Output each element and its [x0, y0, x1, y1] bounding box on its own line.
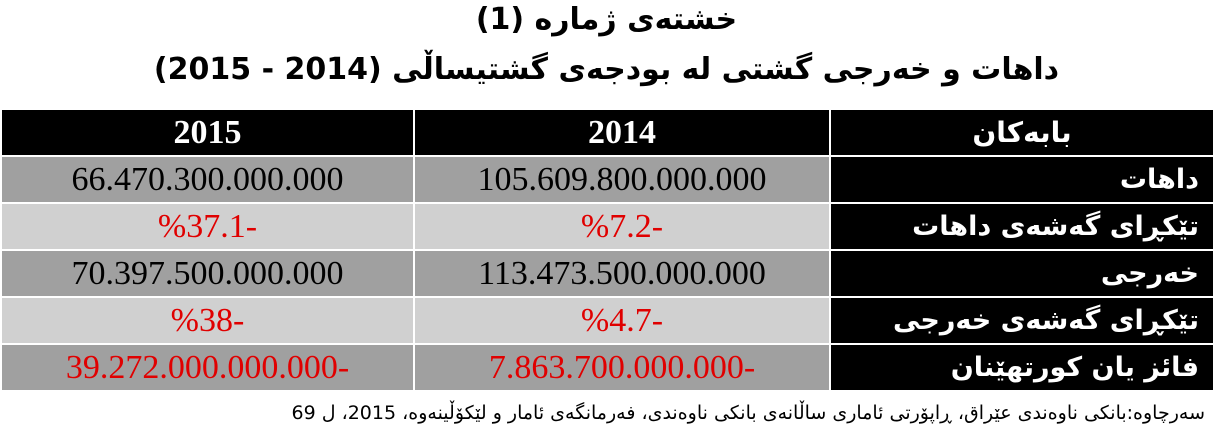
table-title: خشتەی ژمارە (1) [475, 2, 738, 37]
row-label: خەرجی [829, 249, 1213, 298]
table-row: 39.272.000.000.000- 7.863.700.000.000- ف… [0, 343, 1213, 392]
cell-2014: %4.7- [413, 296, 831, 345]
header-2014: 2014 [413, 108, 831, 157]
table-row: %38- %4.7- تێکڕای گەشەی خەرجی [0, 296, 1213, 345]
table-subtitle: داهات و خەرجی گشتی لە بودجەی گشتیساڵی (2… [153, 52, 1060, 87]
cell-2014: 7.863.700.000.000- [413, 343, 831, 392]
cell-2015: 66.470.300.000.000 [0, 155, 415, 204]
table-row: 70.397.500.000.000 113.473.500.000.000 خ… [0, 249, 1213, 298]
budget-table: 2015 2014 بابەکان 66.470.300.000.000 105… [0, 108, 1213, 392]
row-label: تێکڕای گەشەی داهات [829, 202, 1213, 251]
header-2015: 2015 [0, 108, 415, 157]
cell-2015: %37.1- [0, 202, 415, 251]
row-label: فائز یان کورتهێنان [829, 343, 1213, 392]
cell-2014: 105.609.800.000.000 [413, 155, 831, 204]
cell-2014: 113.473.500.000.000 [413, 249, 831, 298]
row-label: تێکڕای گەشەی خەرجی [829, 296, 1213, 345]
table-row: %37.1- %7.2- تێکڕای گەشەی داهات [0, 202, 1213, 251]
cell-2014: %7.2- [413, 202, 831, 251]
header-items: بابەکان [829, 108, 1213, 157]
cell-2015: %38- [0, 296, 415, 345]
table-row: 66.470.300.000.000 105.609.800.000.000 د… [0, 155, 1213, 204]
source-note: سەرچاوە:بانکی ناوەندی عێراق، ڕاپۆرتی ئام… [291, 402, 1206, 424]
row-label: داهات [829, 155, 1213, 204]
cell-2015: 39.272.000.000.000- [0, 343, 415, 392]
header-row: 2015 2014 بابەکان [0, 108, 1213, 157]
cell-2015: 70.397.500.000.000 [0, 249, 415, 298]
